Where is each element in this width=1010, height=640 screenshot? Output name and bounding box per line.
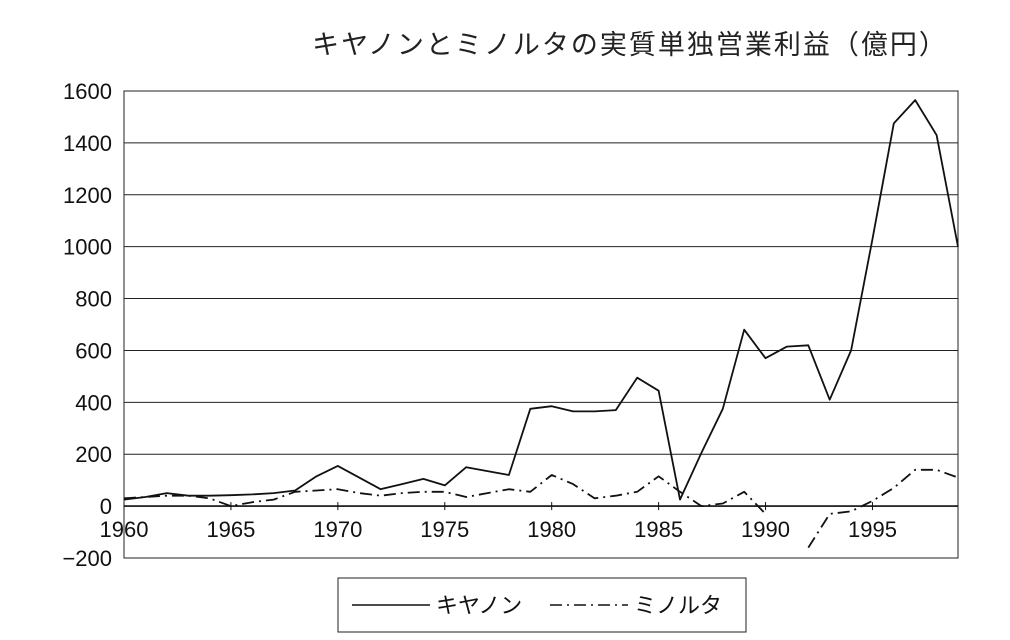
- series-line-canon-0: [123, 99, 959, 501]
- x-tick-labels: 1960 1965 1970 1975 1980 1985 1990 1995: [100, 502, 897, 542]
- x-tick-label-1960: 1960: [100, 517, 149, 542]
- series-line-minolta-1: [807, 468, 959, 549]
- x-tick-label-1980: 1980: [527, 517, 576, 542]
- x-tick-label-1985: 1985: [634, 517, 683, 542]
- legend-label-canon: キヤノン: [436, 594, 522, 619]
- series-line-minolta-0: [123, 474, 767, 515]
- y-tick-label-1400: 1400: [63, 131, 112, 156]
- y-tick-label-1000: 1000: [63, 235, 112, 260]
- gridlines: [124, 142, 958, 507]
- x-tick-label-1965: 1965: [206, 517, 255, 542]
- x-tick-label-1970: 1970: [313, 517, 362, 542]
- y-tick-label-1600: 1600: [63, 79, 112, 104]
- plot-area: [123, 90, 959, 559]
- legend: キヤノン ミノルタ: [337, 577, 747, 633]
- y-tick-label-1200: 1200: [63, 183, 112, 208]
- x-tick-label-1975: 1975: [420, 517, 469, 542]
- y-tick-label-600: 600: [75, 338, 112, 363]
- x-tick-label-1990: 1990: [741, 517, 790, 542]
- series-lines: [123, 99, 959, 549]
- y-tick-label-200: 200: [75, 442, 112, 467]
- y-tick-label--200: −200: [62, 546, 112, 571]
- y-tick-label-400: 400: [75, 390, 112, 415]
- legend-label-minolta: ミノルタ: [634, 594, 722, 619]
- y-tick-label-800: 800: [75, 287, 112, 312]
- x-tick-label-1995: 1995: [848, 517, 897, 542]
- chart-title: キヤノンとミノルタの実質単独営業利益（億円）: [312, 30, 948, 61]
- y-tick-labels: −200 0 200 400 600 800 1000 1200 1400 1600: [62, 79, 112, 571]
- y-tick-label-0: 0: [100, 494, 112, 519]
